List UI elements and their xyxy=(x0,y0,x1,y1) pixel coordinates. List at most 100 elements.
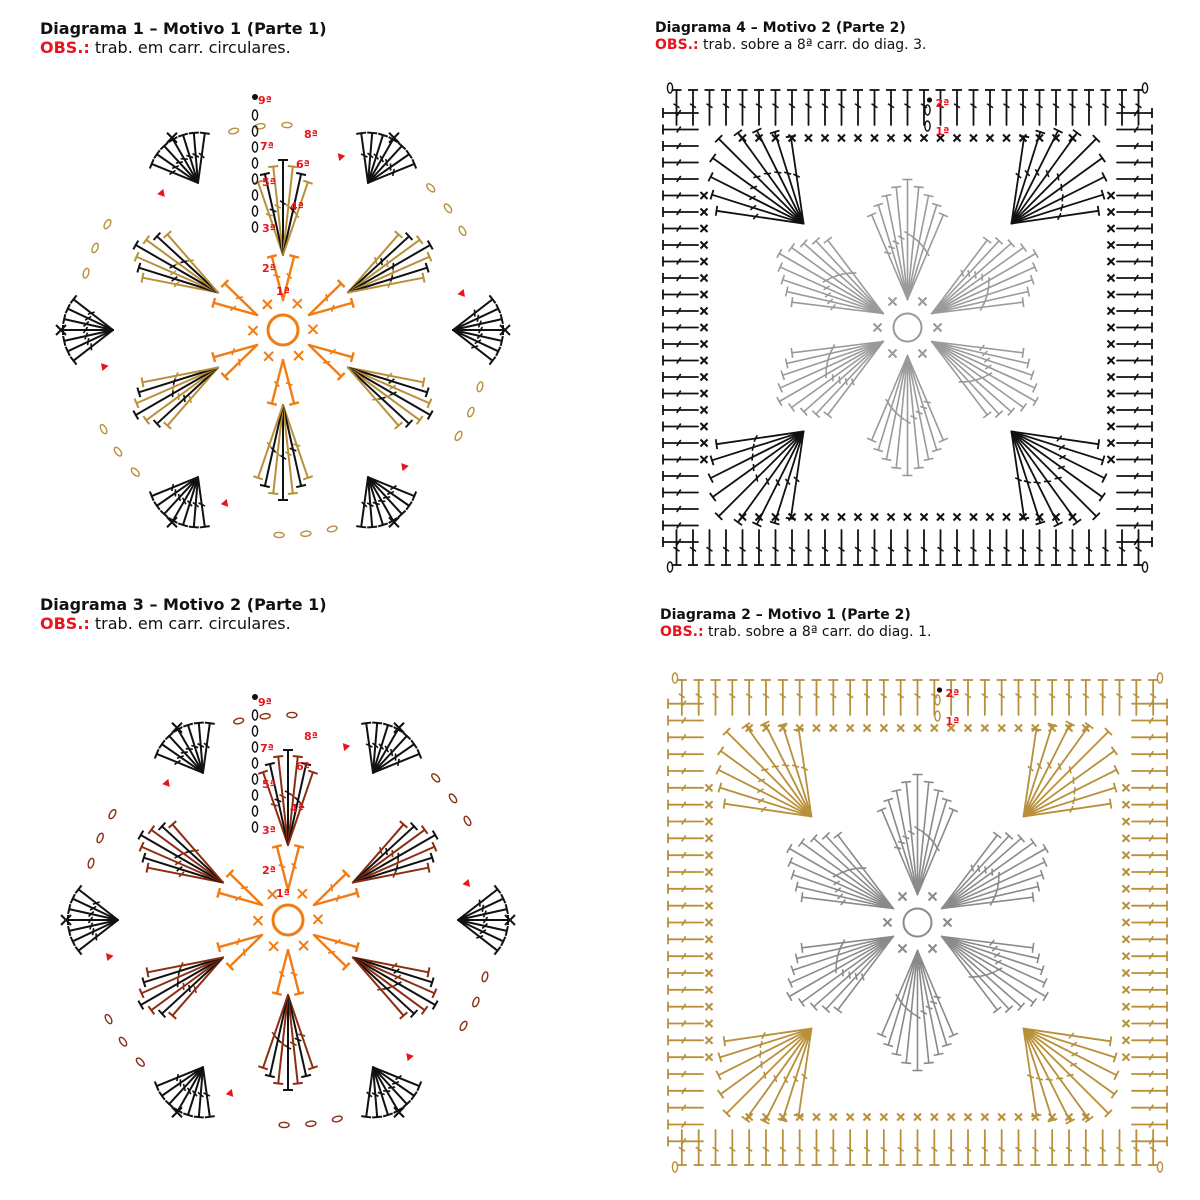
stitch-symbol xyxy=(787,340,885,413)
stitch-hash xyxy=(1148,801,1154,809)
stitch-top-bar xyxy=(1019,516,1030,521)
stitch-symbol xyxy=(1116,190,1153,201)
stitch-hash xyxy=(852,867,860,870)
stitch-hash xyxy=(977,864,981,873)
stitch-hash xyxy=(1133,225,1139,232)
stitch-stem xyxy=(785,340,885,365)
stitch-hash xyxy=(892,409,900,416)
single-crochet-mark xyxy=(388,516,400,528)
cross-stroke xyxy=(927,891,938,902)
stitch-stem xyxy=(715,430,805,446)
stitch-hash xyxy=(383,394,392,399)
stitch-hash xyxy=(1133,505,1139,513)
stitch-symbol xyxy=(935,89,946,126)
stitch-top-bar xyxy=(1092,134,1101,143)
stitch-symbol xyxy=(133,366,220,409)
stitch-symbol xyxy=(1022,782,1118,818)
stitch-top-bar xyxy=(257,769,269,775)
stitch-stem xyxy=(813,935,895,1008)
stitch-symbol xyxy=(930,340,1004,419)
stitch-hash xyxy=(978,375,986,380)
chain-stitch xyxy=(331,1115,343,1123)
stitch-symbol xyxy=(1131,883,1168,894)
cross-stroke xyxy=(1106,240,1116,250)
stitch-stem xyxy=(1010,135,1026,225)
stitch-symbol xyxy=(74,884,119,921)
stitch-stem xyxy=(836,834,895,910)
stitch-stem xyxy=(825,935,895,1010)
stitch-symbol xyxy=(1116,520,1153,531)
stitch-stem xyxy=(790,340,885,409)
stitch-symbol xyxy=(351,956,419,1019)
stitch-top-bar xyxy=(416,748,423,759)
stitch-top-bar xyxy=(1031,1114,1042,1118)
stitch-top-bar xyxy=(271,843,283,849)
stitch-symbol xyxy=(979,679,990,716)
stitch-hash xyxy=(477,326,484,334)
stitch-hash xyxy=(1133,291,1139,298)
stitch-symbol xyxy=(188,476,200,529)
stitch-top-bar xyxy=(182,1112,194,1118)
stitch-hash xyxy=(919,405,928,410)
stitch-symbol xyxy=(727,679,738,716)
single-crochet-mark xyxy=(829,723,838,733)
stitch-top-bar xyxy=(159,141,169,151)
stitch-hash xyxy=(377,988,385,991)
stitch-symbol xyxy=(780,274,885,315)
stitch-symbol xyxy=(787,89,797,126)
stitch-stem xyxy=(68,919,119,932)
stitch-symbol xyxy=(1030,1129,1041,1166)
stitch-hash xyxy=(1069,805,1074,814)
stitch-hash xyxy=(1133,307,1139,315)
stitch-hash xyxy=(840,899,846,906)
stitch-hash xyxy=(1118,546,1126,552)
stitch-hash xyxy=(826,356,830,364)
stitch-symbol xyxy=(346,366,433,409)
stitch-symbol xyxy=(946,679,957,716)
stitch-hash xyxy=(1133,489,1139,496)
stitch-symbol xyxy=(67,903,119,921)
stitch-top-bar xyxy=(220,279,230,288)
stitch-symbol xyxy=(351,956,439,1010)
stitch-stem xyxy=(717,137,805,225)
stitch-top-bar xyxy=(722,1036,726,1047)
direction-arrow xyxy=(100,363,109,371)
stitch-top-bar xyxy=(794,953,799,964)
stitch-hash xyxy=(269,208,277,213)
stitch-symbol xyxy=(312,869,351,907)
chain-stitch xyxy=(251,221,259,233)
stitch-top-bar xyxy=(1096,205,1101,216)
stitch-symbol xyxy=(709,153,805,225)
stitch-hash xyxy=(722,546,730,552)
chain-stitch xyxy=(233,717,245,725)
stitch-top-bar xyxy=(361,1115,372,1119)
cross-stroke xyxy=(699,372,709,382)
stitch-symbol xyxy=(140,272,220,294)
stitch-symbol xyxy=(916,807,959,896)
stitch-symbol xyxy=(940,935,1041,964)
stitch-top-bar xyxy=(199,131,210,135)
stitch-hash xyxy=(1148,868,1154,876)
single-crochet-mark xyxy=(1106,224,1116,233)
single-crochet-mark xyxy=(699,389,709,398)
stitch-top-bar xyxy=(722,798,726,809)
stitch-top-bar xyxy=(293,991,305,997)
stitch-symbol xyxy=(881,193,909,301)
stitch-hash xyxy=(197,1091,205,1098)
cross-stroke xyxy=(980,1112,990,1122)
cross-stroke xyxy=(699,389,709,398)
stitch-hash xyxy=(174,854,182,859)
single-crochet-mark xyxy=(307,324,319,335)
chain-stitch xyxy=(431,773,441,783)
stitch-symbol xyxy=(906,354,934,462)
stitch-hash xyxy=(174,860,182,866)
cross-stroke xyxy=(754,133,764,143)
stitch-symbol xyxy=(1116,537,1153,547)
stitch-symbol xyxy=(940,935,1002,1014)
stitch-hash xyxy=(681,750,687,758)
stitch-hash xyxy=(387,280,392,288)
stitch-hash xyxy=(1069,103,1076,109)
stitch-top-bar xyxy=(1065,1118,1076,1125)
stitch-top-bar xyxy=(266,253,278,259)
stitch-top-bar xyxy=(1031,262,1038,272)
